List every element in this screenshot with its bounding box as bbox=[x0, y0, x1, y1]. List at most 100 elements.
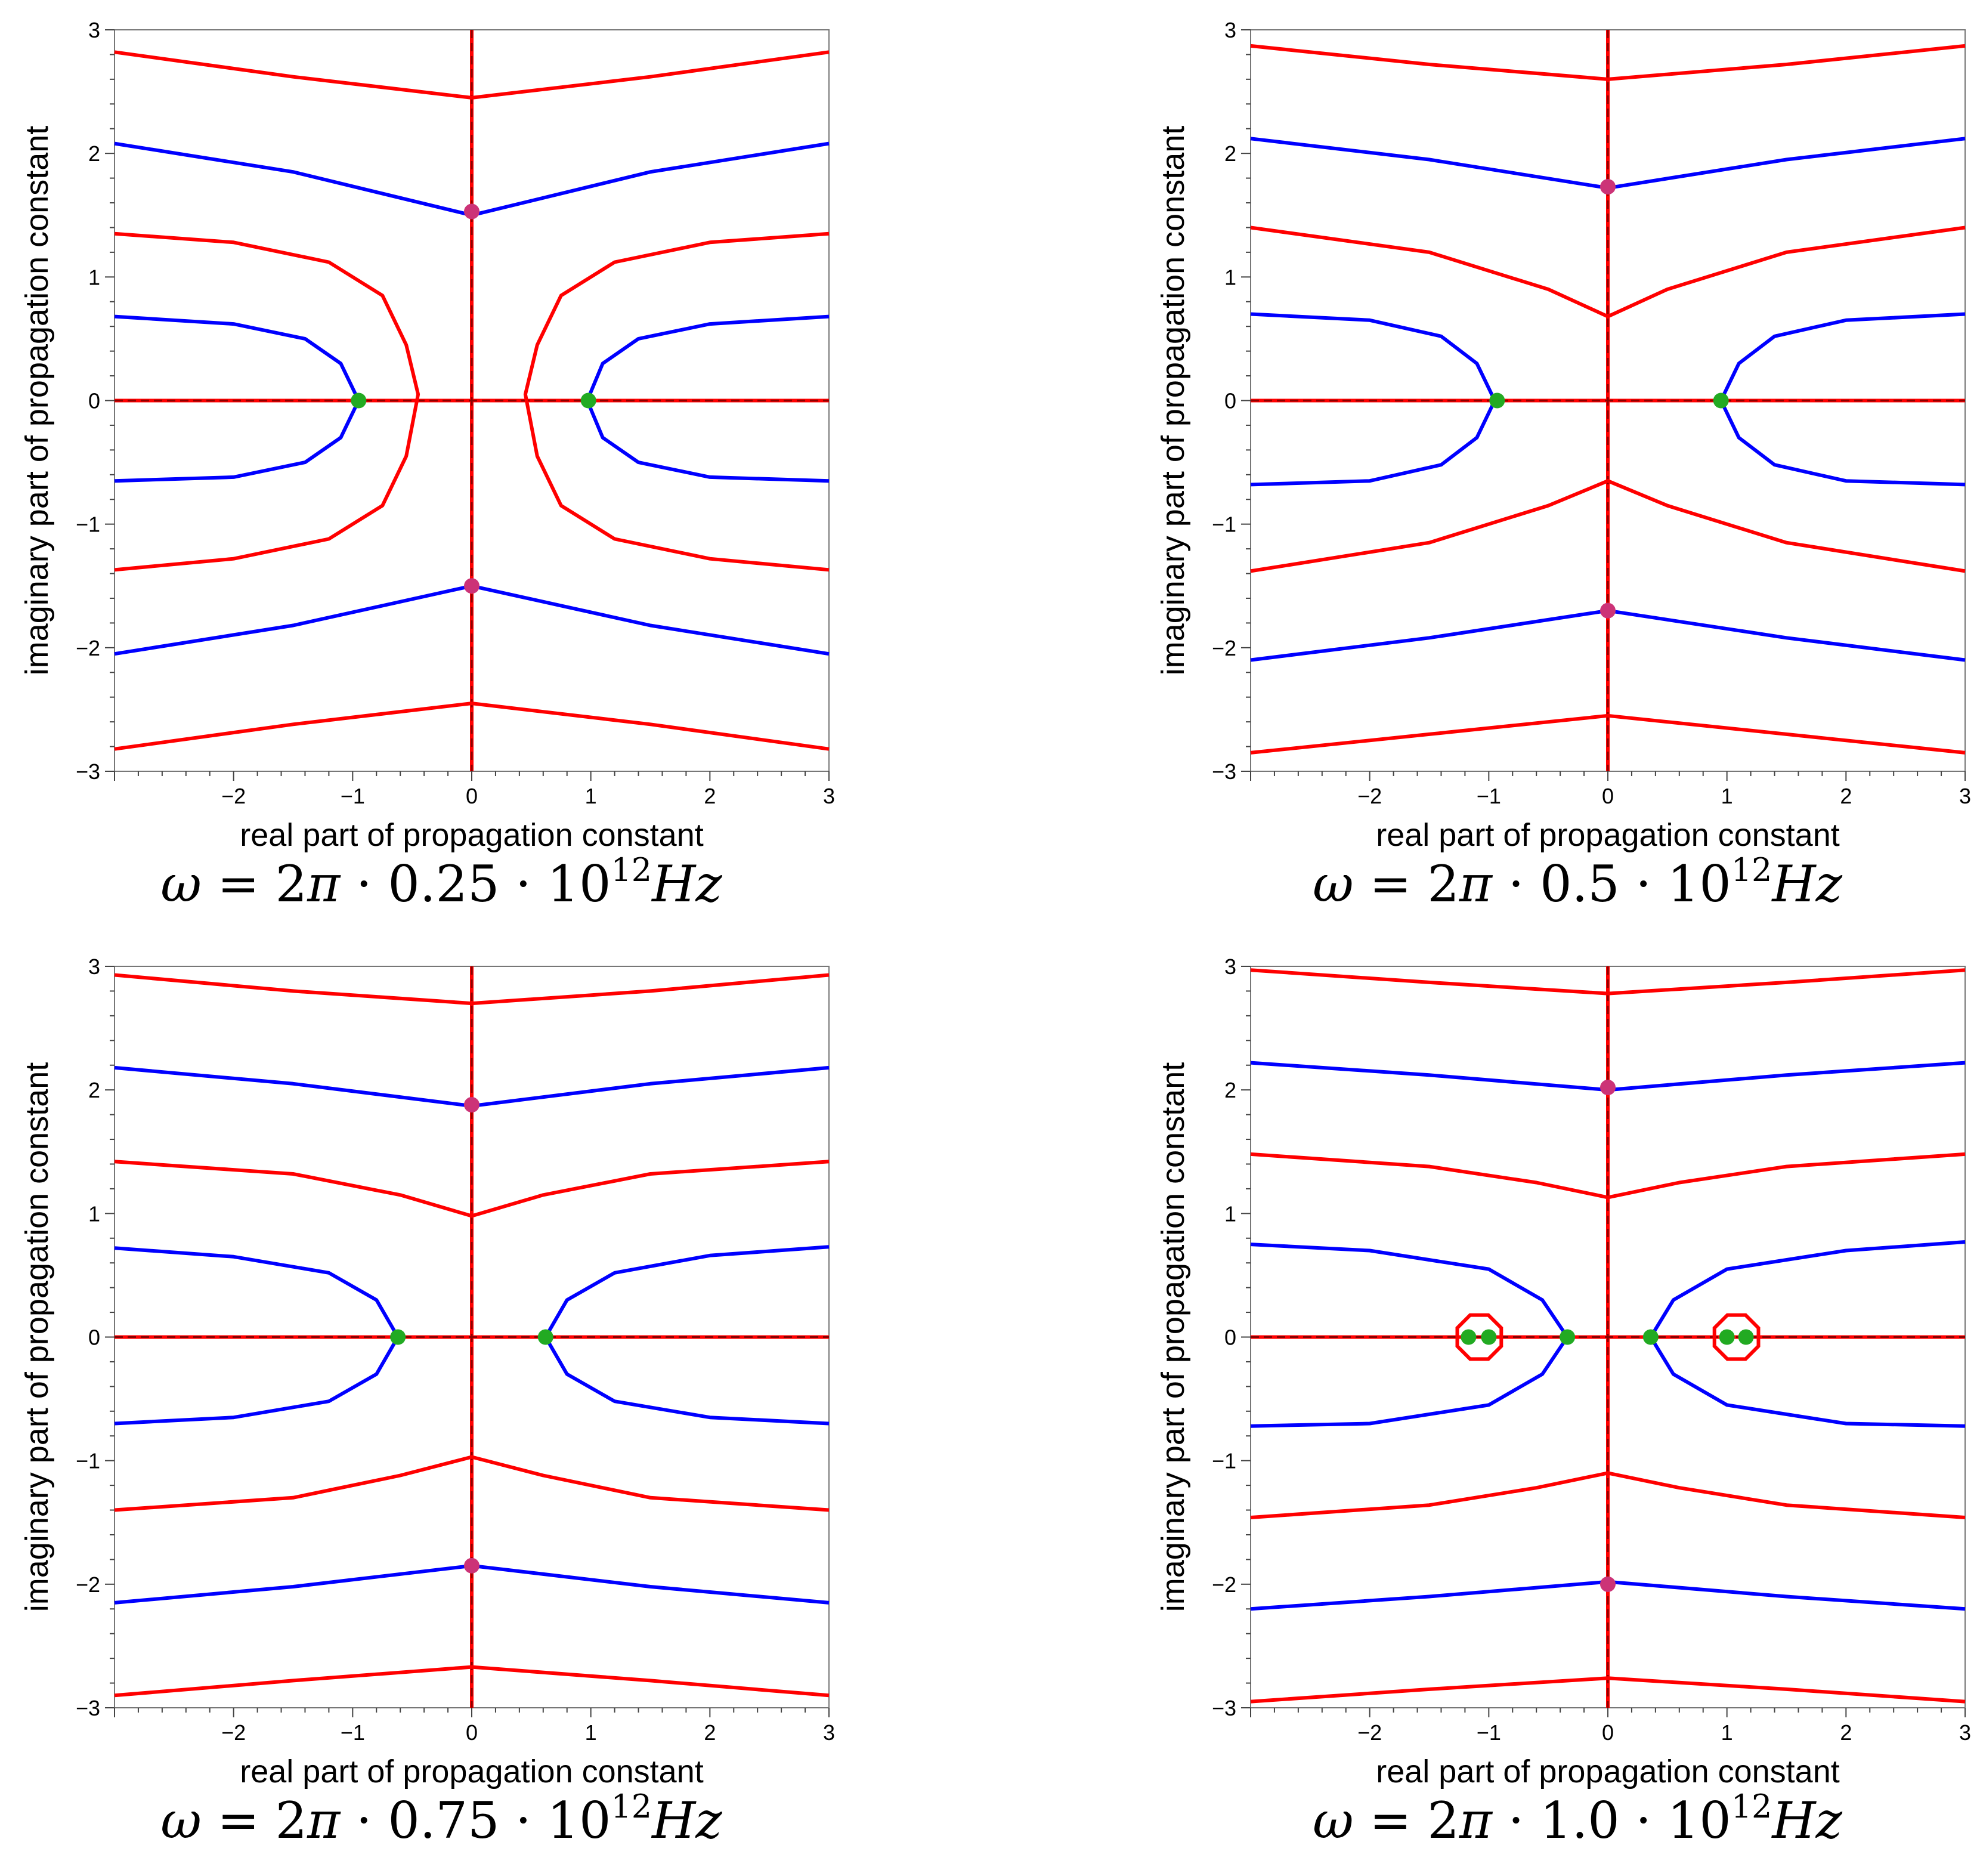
y-tick-label: 0 bbox=[1224, 389, 1236, 413]
x-tick-label: 3 bbox=[823, 784, 835, 808]
contour-plot: −2 −1 0 1 2 3 3 2 1 0 −1 −2 −3 real part of propagati… bbox=[1155, 954, 1971, 1790]
zero-marker bbox=[1713, 392, 1729, 409]
y-axis-label: imaginary part of propagation constant bbox=[19, 1062, 55, 1612]
x-tick-label: −2 bbox=[221, 1720, 246, 1745]
red-contour-line bbox=[114, 701, 830, 751]
zero-marker bbox=[1461, 1329, 1477, 1345]
x-tick-label: 2 bbox=[704, 1720, 716, 1745]
x-tick-label: −2 bbox=[221, 784, 246, 808]
red-contour-line bbox=[114, 50, 830, 100]
caption-value: · 0.75 · 10 bbox=[355, 1791, 611, 1850]
x-tick-label: 1 bbox=[585, 784, 597, 808]
y-tick-label: −1 bbox=[1212, 1449, 1236, 1473]
contour-plot: −2 −1 0 1 2 3 3 2 1 0 −1 −2 −3 real part of propagati… bbox=[19, 954, 835, 1790]
y-tick-label: 0 bbox=[1224, 1325, 1236, 1350]
y-tick-label: 2 bbox=[88, 1078, 100, 1102]
caption-exponent: 12 bbox=[1731, 851, 1772, 889]
y-tick-label: −2 bbox=[76, 1572, 100, 1597]
pi-symbol: π bbox=[307, 1791, 341, 1850]
pole-marker bbox=[1600, 179, 1616, 195]
zero-marker bbox=[537, 1329, 553, 1345]
y-tick-label: −3 bbox=[1212, 1696, 1236, 1720]
caption-exponent: 12 bbox=[611, 851, 652, 889]
caption-unit: Hz bbox=[1772, 855, 1842, 913]
y-tick-label: 1 bbox=[88, 265, 100, 289]
caption-exponent: 12 bbox=[611, 1788, 652, 1825]
pole-marker bbox=[464, 1557, 479, 1574]
caption-value: · 1.0 · 10 bbox=[1508, 1791, 1731, 1850]
y-tick-label: −1 bbox=[76, 512, 100, 537]
y-tick-label: 1 bbox=[88, 1201, 100, 1226]
caption-value: · 0.25 · 10 bbox=[355, 855, 611, 913]
caption-equals: = 2 bbox=[1369, 1791, 1459, 1850]
zero-marker bbox=[1719, 1329, 1735, 1345]
caption-equals: = 2 bbox=[217, 855, 308, 913]
red-contour-line bbox=[1250, 479, 1966, 573]
pi-symbol: π bbox=[1459, 855, 1493, 913]
y-tick-label: 0 bbox=[88, 1325, 100, 1350]
red-contour-line bbox=[1250, 44, 1966, 81]
y-tick-label: −3 bbox=[76, 1696, 100, 1720]
y-tick-label: −3 bbox=[76, 759, 100, 784]
pole-marker bbox=[464, 578, 479, 594]
y-tick-label: 1 bbox=[1224, 1201, 1236, 1226]
zero-marker bbox=[390, 1329, 406, 1345]
omega-symbol: ω bbox=[160, 855, 202, 913]
x-tick-label: 2 bbox=[1840, 1720, 1852, 1745]
x-tick-label: 1 bbox=[1721, 784, 1733, 808]
red-contour-line bbox=[1250, 1471, 1966, 1519]
y-tick-label: 3 bbox=[1224, 18, 1236, 42]
y-tick-label: −1 bbox=[1212, 512, 1236, 537]
red-contour-line bbox=[114, 1665, 830, 1698]
red-contour-line bbox=[114, 1455, 830, 1512]
frequency-caption: ω = 2π · 0.75 · 1012Hz bbox=[24, 1791, 859, 1850]
x-tick-label: −1 bbox=[341, 784, 365, 808]
caption-value: · 0.5 · 10 bbox=[1508, 855, 1731, 913]
x-tick-label: 3 bbox=[823, 1720, 835, 1745]
y-tick-label: 3 bbox=[1224, 954, 1236, 979]
x-tick-label: 0 bbox=[1602, 1720, 1614, 1745]
omega-symbol: ω bbox=[1313, 855, 1354, 913]
panel-omega-0.75: −2 −1 0 1 2 3 3 2 1 0 −1 −2 −3 real part of propagati… bbox=[19, 953, 1014, 1876]
pi-symbol: π bbox=[1459, 1791, 1493, 1850]
red-contour-line bbox=[114, 231, 420, 572]
x-tick-label: 3 bbox=[1959, 784, 1971, 808]
zero-marker bbox=[1489, 392, 1505, 409]
zero-marker bbox=[351, 392, 367, 409]
x-axis-label: real part of propagation constant bbox=[1376, 1754, 1840, 1790]
pole-marker bbox=[464, 1097, 479, 1113]
y-tick-label: 2 bbox=[88, 141, 100, 166]
y-tick-label: −1 bbox=[76, 1449, 100, 1473]
y-axis-label: imaginary part of propagation constant bbox=[1155, 1062, 1191, 1612]
y-tick-label: 2 bbox=[1224, 141, 1236, 166]
red-contour-line bbox=[1250, 713, 1966, 755]
zero-marker bbox=[1560, 1329, 1576, 1345]
y-tick-label: 3 bbox=[88, 954, 100, 979]
x-tick-label: 0 bbox=[1602, 784, 1614, 808]
pole-marker bbox=[1600, 602, 1616, 619]
y-tick-label: −3 bbox=[1212, 759, 1236, 784]
red-contour-line bbox=[1250, 1676, 1966, 1704]
red-contour-ring bbox=[1455, 1313, 1503, 1361]
caption-exponent: 12 bbox=[1731, 1788, 1772, 1825]
y-tick-label: 2 bbox=[1224, 1078, 1236, 1102]
red-contour-line bbox=[114, 1160, 830, 1218]
y-tick-label: 0 bbox=[88, 389, 100, 413]
x-tick-label: 1 bbox=[1721, 1720, 1733, 1745]
omega-symbol: ω bbox=[160, 1791, 202, 1850]
zero-marker bbox=[1481, 1329, 1497, 1345]
frequency-caption: ω = 2π · 1.0 · 1012Hz bbox=[1160, 1791, 1980, 1850]
red-contour-line bbox=[114, 973, 830, 1006]
x-tick-label: 3 bbox=[1959, 1720, 1971, 1745]
x-tick-label: 0 bbox=[466, 784, 478, 808]
y-tick-label: −2 bbox=[76, 636, 100, 660]
pole-marker bbox=[1600, 1080, 1616, 1096]
red-contour-ring bbox=[1712, 1313, 1761, 1361]
red-contour-line bbox=[1250, 968, 1966, 996]
x-tick-label: 1 bbox=[585, 1720, 597, 1745]
pi-symbol: π bbox=[307, 855, 341, 913]
contour-plot: −2 −1 0 1 2 3 3 2 1 0 −1 −2 −3 real part of propagati… bbox=[1155, 18, 1971, 853]
zero-marker bbox=[1642, 1329, 1659, 1345]
red-contour-line bbox=[1250, 1152, 1966, 1200]
